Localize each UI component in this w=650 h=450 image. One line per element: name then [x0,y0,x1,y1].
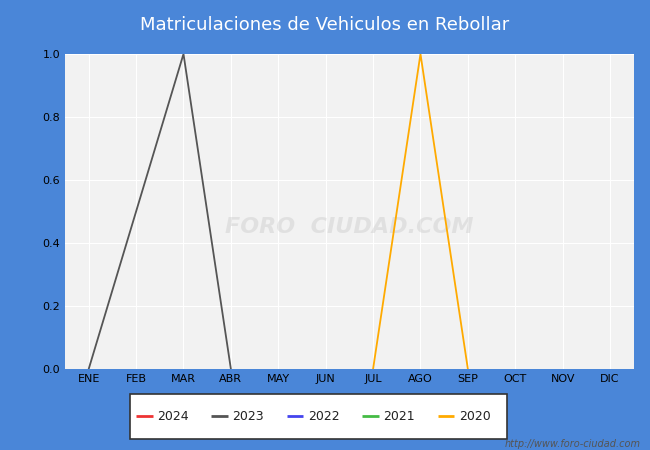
Text: 2022: 2022 [308,410,339,423]
Text: 2023: 2023 [233,410,264,423]
FancyBboxPatch shape [130,394,507,439]
Text: FORO  CIUDAD.COM: FORO CIUDAD.COM [225,217,474,237]
Text: Matriculaciones de Vehiculos en Rebollar: Matriculaciones de Vehiculos en Rebollar [140,16,510,34]
Text: 2020: 2020 [459,410,491,423]
Text: 2024: 2024 [157,410,188,423]
Text: 2021: 2021 [384,410,415,423]
Text: http://www.foro-ciudad.com: http://www.foro-ciudad.com [504,439,640,449]
